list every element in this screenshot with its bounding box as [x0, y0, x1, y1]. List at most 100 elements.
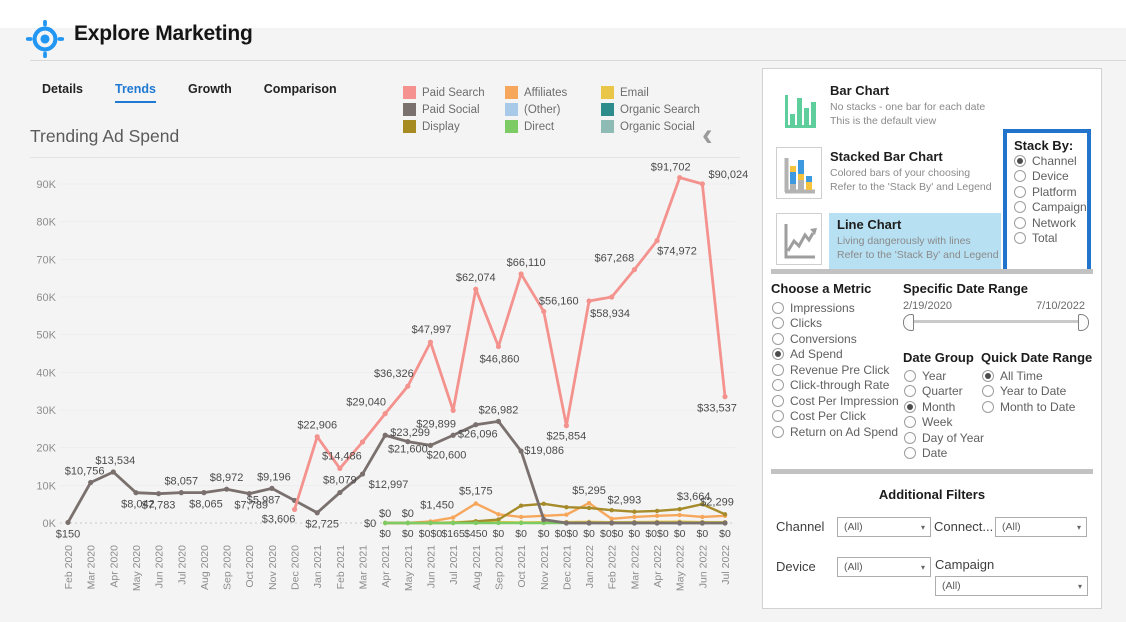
svg-text:$20,600: $20,600	[427, 449, 467, 461]
svg-text:Aug 2020: Aug 2020	[199, 545, 211, 590]
quick-date-range-title: Quick Date Range	[981, 350, 1093, 365]
chart-type-option-stacked-bar[interactable]: Stacked Bar Chart Colored bars of your c…	[776, 147, 1004, 205]
legend-item-paid-social[interactable]: Paid Social	[403, 101, 505, 118]
svg-text:$12,997: $12,997	[369, 479, 409, 491]
radio-label: Platform	[1032, 184, 1077, 199]
chart-type-title: Bar Chart	[830, 83, 890, 98]
svg-text:$21,600: $21,600	[388, 444, 428, 456]
radio-circle	[1014, 170, 1026, 183]
radio-all-time[interactable]: All Time	[982, 368, 1075, 384]
radio-label: Revenue Pre Click	[790, 362, 890, 377]
radio-month[interactable]: Month	[904, 399, 984, 415]
legend-item-email[interactable]: Email	[601, 84, 719, 101]
slider-handle-end[interactable]	[1078, 314, 1089, 331]
radio-device[interactable]: Device	[1014, 169, 1087, 185]
radio-circle	[772, 363, 784, 376]
radio-click-through-rate[interactable]: Click-through Rate	[772, 378, 899, 394]
svg-text:20K: 20K	[36, 443, 56, 455]
tab-comparison[interactable]: Comparison	[263, 82, 337, 96]
radio-circle	[1014, 185, 1026, 198]
tab-growth[interactable]: Growth	[188, 82, 232, 96]
legend-item-other[interactable]: (Other)	[505, 101, 601, 118]
radio-label: Year	[922, 368, 947, 383]
svg-text:$56,160: $56,160	[539, 295, 579, 307]
date-range-title: Specific Date Range	[903, 281, 1028, 296]
chart-type-desc: This is the default view	[830, 115, 937, 127]
slider-handle-start[interactable]	[903, 314, 914, 331]
svg-text:Apr 2021: Apr 2021	[380, 545, 392, 588]
legend-item-organic-social[interactable]: Organic Social	[601, 118, 719, 135]
svg-text:Mar 2020: Mar 2020	[86, 545, 98, 590]
top-strip	[0, 0, 1126, 28]
svg-text:$0$0: $0$0	[645, 528, 669, 540]
dropdown-value: (All)	[844, 561, 863, 573]
svg-text:$90,024: $90,024	[708, 169, 748, 181]
radio-impressions[interactable]: Impressions	[772, 300, 899, 316]
svg-text:Mar 2021: Mar 2021	[358, 545, 370, 590]
svg-text:$8,972: $8,972	[210, 472, 244, 484]
radio-channel[interactable]: Channel	[1014, 153, 1087, 169]
section-divider	[771, 469, 1093, 474]
radio-ad-spend[interactable]: Ad Spend	[772, 347, 899, 363]
svg-text:$2,725: $2,725	[305, 519, 339, 531]
chart-type-option-bar[interactable]: Bar Chart No stacks - one bar for each d…	[776, 81, 1004, 139]
svg-text:$10,756: $10,756	[65, 465, 105, 477]
svg-text:$13,534: $13,534	[95, 455, 135, 467]
radio-platform[interactable]: Platform	[1014, 184, 1087, 200]
legend-swatch	[505, 120, 518, 133]
radio-label: Total	[1032, 231, 1058, 246]
chart-type-option-line[interactable]: Line Chart Living dangerously with lines…	[776, 213, 1004, 271]
legend-item-affiliates[interactable]: Affiliates	[505, 84, 601, 101]
radio-label: Network	[1032, 215, 1077, 230]
radio-return-on-ad-spend[interactable]: Return on Ad Spend	[772, 424, 899, 440]
legend-item-direct[interactable]: Direct	[505, 118, 601, 135]
stack-by-options: Channel Device Platform Campaign Network Tota…	[1014, 153, 1087, 246]
radio-revenue-pre-click[interactable]: Revenue Pre Click	[772, 362, 899, 378]
radio-year[interactable]: Year	[904, 368, 984, 384]
svg-text:Aug 2021: Aug 2021	[471, 545, 483, 590]
svg-text:$150: $150	[56, 528, 80, 540]
tab-details[interactable]: Details	[42, 82, 83, 96]
date-range-slider[interactable]	[909, 320, 1081, 323]
svg-text:$33,537: $33,537	[697, 403, 737, 415]
svg-text:10K: 10K	[36, 480, 56, 492]
radio-week[interactable]: Week	[904, 415, 984, 431]
campaign-filter-dropdown[interactable]: (All) ▾	[935, 576, 1088, 596]
radio-conversions[interactable]: Conversions	[772, 331, 899, 347]
connection-filter-dropdown[interactable]: (All) ▾	[995, 517, 1087, 537]
radio-circle	[772, 394, 784, 407]
quick-date-range-options: All Time Year to Date Month to Date	[982, 368, 1075, 415]
radio-campaign[interactable]: Campaign	[1014, 200, 1087, 216]
legend-item-paid-search[interactable]: Paid Search	[403, 84, 505, 101]
radio-network[interactable]: Network	[1014, 215, 1087, 231]
channel-filter-dropdown[interactable]: (All) ▾	[837, 517, 931, 537]
svg-text:May 2022: May 2022	[675, 545, 687, 591]
radio-month-to-date[interactable]: Month to Date	[982, 399, 1075, 415]
svg-text:$7,789: $7,789	[234, 500, 268, 512]
stacked-bar-chart-icon	[776, 147, 822, 199]
collapse-legend-icon[interactable]: ‹	[702, 116, 713, 152]
tab-trends[interactable]: Trends	[115, 82, 156, 103]
svg-text:May 2020: May 2020	[131, 545, 143, 591]
svg-text:Apr 2022: Apr 2022	[652, 545, 664, 588]
radio-quarter[interactable]: Quarter	[904, 384, 984, 400]
radio-cost-per-impression[interactable]: Cost Per Impression	[772, 393, 899, 409]
svg-text:$58,934: $58,934	[590, 308, 630, 320]
svg-text:Jun 2022: Jun 2022	[697, 545, 709, 588]
device-filter-dropdown[interactable]: (All) ▾	[837, 557, 931, 577]
radio-date[interactable]: Date	[904, 446, 984, 462]
metric-options: Impressions Clicks Conversions Ad Spend Reve…	[772, 300, 899, 440]
legend-item-display[interactable]: Display	[403, 118, 505, 135]
radio-total[interactable]: Total	[1014, 231, 1087, 247]
svg-text:$2,299: $2,299	[700, 496, 734, 508]
dropdown-value: (All)	[1002, 521, 1021, 533]
svg-text:Nov 2020: Nov 2020	[267, 545, 279, 590]
legend-item-organic-search[interactable]: Organic Search	[601, 101, 719, 118]
radio-cost-per-click[interactable]: Cost Per Click	[772, 409, 899, 425]
radio-day-of-year[interactable]: Day of Year	[904, 430, 984, 446]
svg-text:$62,074: $62,074	[456, 272, 496, 284]
radio-year-to-date[interactable]: Year to Date	[982, 384, 1075, 400]
filter-label-campaign: Campaign	[935, 557, 995, 572]
radio-clicks[interactable]: Clicks	[772, 316, 899, 332]
legend-swatch	[403, 120, 416, 133]
